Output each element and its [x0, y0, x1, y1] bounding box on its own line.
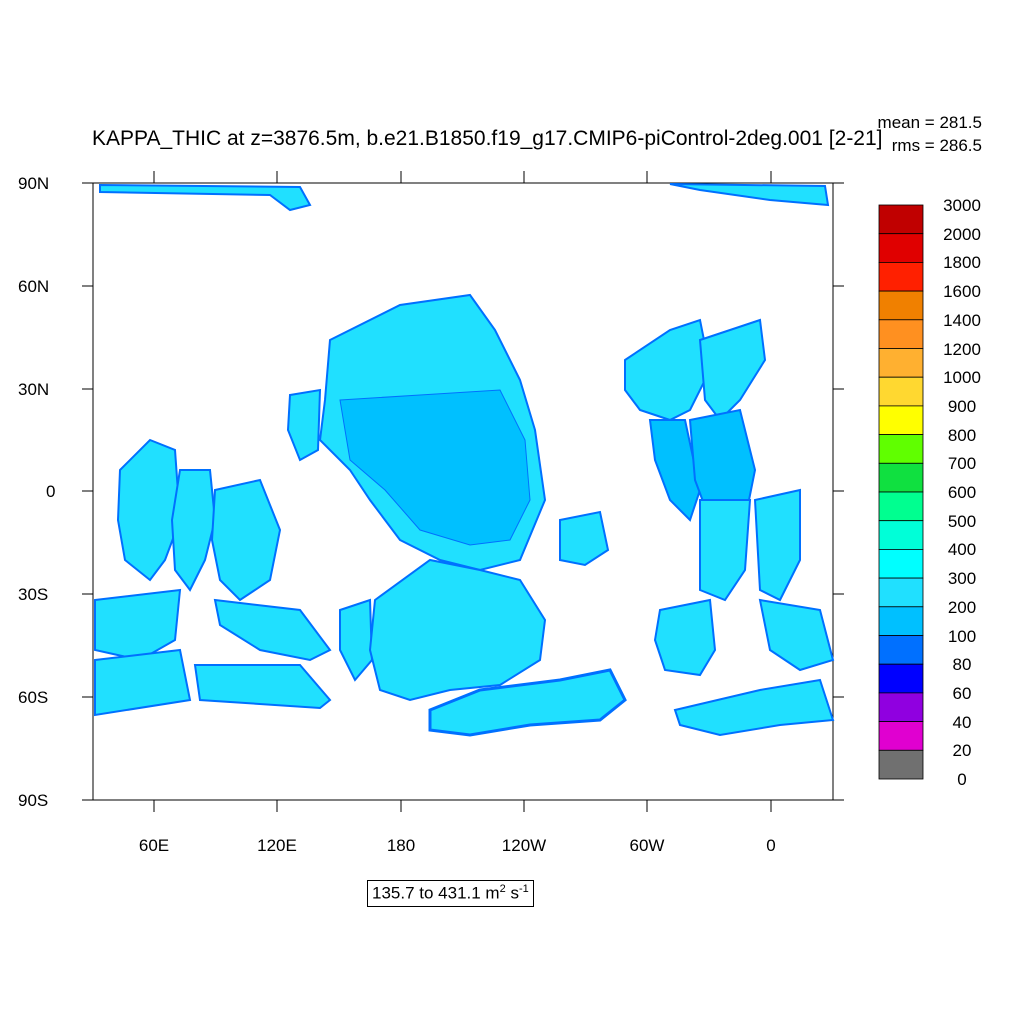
range-exp-1: 2: [499, 883, 506, 895]
colorbar-box: [878, 549, 924, 579]
arctic-strip-east: [669, 183, 830, 207]
colorbar-box: [878, 491, 924, 522]
weddell-region: [673, 678, 835, 737]
lat-label-90s: 90S: [18, 791, 49, 810]
colorbar-box: [878, 606, 924, 636]
colorbar-label: 1400: [943, 310, 981, 330]
lon-label-180: 180: [386, 836, 416, 855]
colorbar-label: 20: [952, 741, 972, 761]
lat-label-60s: 60S: [18, 688, 49, 707]
colorbar-label: 1200: [943, 339, 981, 359]
colorbar-label: 80: [952, 655, 972, 675]
plot-title: KAPPA_THIC at z=3876.5m, b.e21.B1850.f19…: [92, 127, 883, 150]
range-box: 135.7 to 431.1 m2 s-1: [367, 880, 534, 907]
lat-label-60n: 60N: [18, 277, 50, 296]
colorbar-label: 2000: [943, 224, 981, 244]
colorbar-label: 1800: [943, 253, 981, 273]
range-unit-s: s: [505, 883, 519, 903]
colorbar-label: 300: [947, 569, 977, 589]
rms-stat: rms = 286.5: [891, 136, 982, 155]
colorbar-label: 40: [952, 712, 972, 732]
south-pacific: [368, 558, 547, 702]
colorbar-label: 400: [947, 540, 977, 560]
mean-stat: mean = 281.5: [877, 113, 982, 132]
colorbar: [878, 204, 924, 780]
north-atlantic: [624, 318, 712, 422]
southern-ocean-indian: [94, 648, 192, 717]
colorbar-label: 900: [947, 396, 977, 416]
lon-label-120w: 120W: [501, 836, 547, 855]
colorbar-box: [878, 233, 924, 263]
southern-ocean-pacific: [428, 668, 627, 737]
colorbar-label: 100: [947, 626, 977, 646]
colorbar-box: [878, 663, 924, 694]
colorbar-box: [878, 348, 924, 378]
north-pacific-deep: [339, 389, 531, 546]
lat-label-90n: 90N: [18, 174, 50, 193]
colorbar-box: [878, 376, 924, 407]
lon-label-120e: 120E: [257, 836, 297, 855]
indian-ocean-south: [94, 588, 182, 662]
colorbar-box: [878, 721, 924, 751]
colorbar-label: 60: [952, 683, 972, 703]
lon-label-0: 0: [766, 836, 776, 855]
colorbar-box: [878, 204, 924, 235]
colorbar-box: [878, 319, 924, 349]
atlantic-central-west: [648, 419, 702, 522]
colorbar-box: [878, 462, 924, 493]
lat-label-0: 0: [46, 482, 56, 501]
atlantic-south-west: [699, 499, 752, 602]
lon-label-60e: 60E: [138, 836, 170, 855]
colorbar-box: [878, 692, 924, 723]
southern-ocean-australia: [193, 664, 332, 710]
colorbar-box: [878, 749, 924, 780]
south-atlantic-small: [559, 510, 610, 567]
colorbar-box: [878, 577, 924, 608]
colorbar-box: [878, 261, 924, 292]
lat-ticks: [82, 182, 844, 801]
colorbar-label: 800: [947, 425, 977, 445]
colorbar-label: 600: [947, 483, 977, 502]
colorbar-box: [878, 405, 924, 435]
lat-label-30n: 30N: [18, 380, 50, 399]
colorbar-box: [878, 290, 924, 321]
colorbar-label: 1600: [943, 282, 981, 302]
lon-ticks: [153, 171, 772, 812]
colorbar-label: 200: [947, 597, 977, 617]
cape-basin: [758, 598, 835, 672]
colorbar-label: 0: [957, 770, 967, 789]
arctic-strip-west: [99, 183, 312, 212]
colorbar-box: [878, 520, 924, 550]
tasman-region: [213, 598, 332, 662]
lat-label-30s: 30S: [18, 585, 49, 604]
indian-ocean-west: [116, 438, 182, 582]
north-atlantic-east: [698, 318, 767, 422]
range-exp-2: -1: [518, 883, 529, 895]
colorbar-box: [878, 434, 924, 464]
colorbar-label: 500: [947, 511, 977, 531]
range-text: 135.7 to 431.1 m: [372, 883, 500, 903]
colorbar-label: 700: [947, 454, 977, 474]
colorbar-label: 1000: [943, 368, 981, 388]
west-pacific-small: [286, 388, 322, 462]
coral-sea: [339, 598, 374, 682]
indian-ocean-central: [170, 469, 217, 592]
colorbar-label: 3000: [943, 196, 981, 215]
ocean-field: [94, 183, 835, 737]
lon-label-60w: 60W: [629, 836, 665, 855]
colorbar-box: [878, 635, 924, 665]
atlantic-south-east: [753, 488, 801, 602]
indian-ocean-east: [210, 478, 282, 602]
argentine-basin: [653, 598, 717, 677]
